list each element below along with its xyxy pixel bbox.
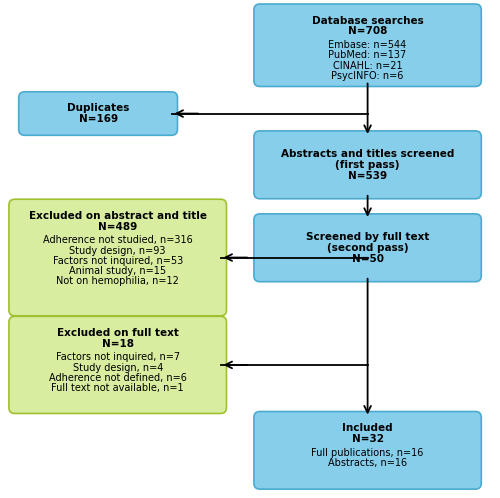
Text: PsycINFO: n=6: PsycINFO: n=6 xyxy=(332,71,404,81)
Text: N=50: N=50 xyxy=(352,253,384,263)
Text: (second pass): (second pass) xyxy=(327,243,408,253)
FancyBboxPatch shape xyxy=(254,411,482,489)
FancyBboxPatch shape xyxy=(254,4,482,87)
Text: Database searches: Database searches xyxy=(312,16,424,26)
FancyBboxPatch shape xyxy=(254,214,482,282)
Text: Full text not available, n=1: Full text not available, n=1 xyxy=(52,383,184,393)
Text: Embase: n=544: Embase: n=544 xyxy=(328,40,406,50)
Text: Factors not inquired, n=53: Factors not inquired, n=53 xyxy=(52,256,183,266)
Text: Adherence not studied, n=316: Adherence not studied, n=316 xyxy=(43,236,193,246)
FancyBboxPatch shape xyxy=(9,199,226,316)
Text: N=169: N=169 xyxy=(78,114,118,124)
Text: Study design, n=93: Study design, n=93 xyxy=(70,246,166,255)
Text: CINAHL: n=21: CINAHL: n=21 xyxy=(333,61,402,71)
Text: N=708: N=708 xyxy=(348,26,388,36)
Text: N=18: N=18 xyxy=(102,339,134,349)
Text: Full publications, n=16: Full publications, n=16 xyxy=(312,448,424,458)
Text: Excluded on full text: Excluded on full text xyxy=(57,328,178,338)
FancyBboxPatch shape xyxy=(9,316,226,413)
Text: Animal study, n=15: Animal study, n=15 xyxy=(69,266,166,276)
Text: Screened by full text: Screened by full text xyxy=(306,232,430,242)
Text: N=489: N=489 xyxy=(98,222,138,232)
Text: Not on hemophilia, n=12: Not on hemophilia, n=12 xyxy=(56,276,179,286)
Text: N=539: N=539 xyxy=(348,170,387,181)
FancyBboxPatch shape xyxy=(18,92,178,135)
Text: Factors not inquired, n=7: Factors not inquired, n=7 xyxy=(56,353,180,363)
Text: Study design, n=4: Study design, n=4 xyxy=(72,363,163,373)
Text: N=32: N=32 xyxy=(352,434,384,444)
Text: (first pass): (first pass) xyxy=(336,160,400,170)
Text: Duplicates: Duplicates xyxy=(67,103,130,113)
Text: Included: Included xyxy=(342,423,393,433)
Text: PubMed: n=137: PubMed: n=137 xyxy=(328,50,406,60)
Text: Abstracts, n=16: Abstracts, n=16 xyxy=(328,458,407,468)
Text: Abstracts and titles screened: Abstracts and titles screened xyxy=(281,149,454,159)
FancyBboxPatch shape xyxy=(254,131,482,199)
Text: Adherence not defined, n=6: Adherence not defined, n=6 xyxy=(49,373,186,383)
Text: Excluded on abstract and title: Excluded on abstract and title xyxy=(28,211,206,221)
